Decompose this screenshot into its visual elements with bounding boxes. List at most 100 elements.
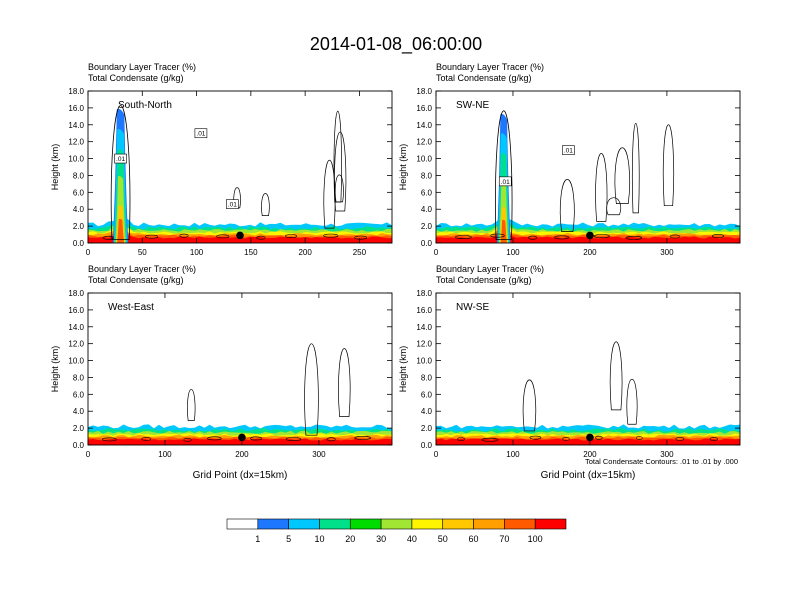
y-axis-label: Height (km): [50, 346, 60, 393]
colorbar-swatch: [319, 518, 351, 530]
colorbar-label: 100: [528, 534, 543, 544]
colorbar-swatch: [534, 518, 567, 530]
field-label: Total Condensate (g/kg): [88, 275, 184, 285]
plume-contour: [110, 105, 131, 241]
y-tick-label: 8.0: [421, 373, 433, 382]
condensate-contour: [457, 437, 465, 442]
plot-background: [88, 293, 392, 445]
x-tick-label: 0: [434, 248, 439, 257]
condensate-contour: [216, 234, 230, 239]
location-marker: [586, 433, 594, 442]
condensate-contour: [635, 436, 643, 441]
y-tick-label: 6.0: [421, 390, 433, 399]
x-tick-label: 50: [138, 248, 147, 257]
x-axis-label: Grid Point (dx=15km): [541, 470, 636, 481]
condensate-contour: [187, 389, 196, 421]
contour-label: .01: [564, 148, 573, 155]
x-tick-label: 100: [190, 248, 204, 257]
condensate-contour: [326, 437, 336, 442]
colorbar-label: 20: [345, 534, 355, 544]
y-tick-label: 16.0: [416, 306, 432, 315]
condensate-contour: [481, 437, 499, 442]
y-tick-label: 16.0: [416, 104, 432, 113]
y-tick-label: 12.0: [416, 138, 432, 147]
y-tick-label: 0.0: [73, 239, 85, 248]
colorbar-swatch: [504, 518, 536, 530]
condensate-contour: [334, 131, 347, 212]
y-tick-label: 4.0: [421, 205, 433, 214]
y-tick-label: 8.0: [73, 373, 85, 382]
colorbar-swatch: [257, 518, 289, 530]
field-label: Boundary Layer Tracer (%): [436, 62, 544, 72]
y-tick-label: 2.0: [421, 222, 433, 231]
condensate-contour: [183, 437, 192, 442]
colorbar: 1 5 10 20 30 40 50 60 70 100: [226, 518, 567, 544]
condensate-contour: [614, 147, 631, 204]
colorbar-label: 50: [438, 534, 448, 544]
x-tick-label: 0: [434, 450, 439, 459]
colorbar-label: 10: [314, 534, 324, 544]
condensate-contour: [338, 348, 351, 417]
panel-name: South-North: [118, 100, 172, 111]
footnote: Total Condensate Contours: .01 to .01 by…: [585, 457, 738, 466]
y-tick-label: 12.0: [68, 340, 84, 349]
condensate-contour: [528, 235, 538, 240]
condensate-contour: [631, 122, 640, 214]
condensate-contour: [606, 197, 622, 216]
x-tick-label: 200: [583, 450, 597, 459]
y-tick-label: 16.0: [68, 306, 84, 315]
figure-title: 2014-01-08_06:00:00: [310, 34, 482, 55]
y-tick-label: 0.0: [73, 441, 85, 450]
colorbar-label: 5: [286, 534, 291, 544]
y-tick-label: 4.0: [421, 407, 433, 416]
y-tick-label: 4.0: [73, 407, 85, 416]
condensate-contour: [285, 234, 298, 239]
condensate-contour: [595, 152, 608, 222]
colorbar-swatch: [380, 518, 413, 530]
panel-name: SW-NE: [456, 100, 489, 111]
panel-south-north: .01 .01 .01 0 50 100 150 200 250 0.0 2.0 4.0 6.0 8.0 1…: [50, 62, 393, 257]
y-tick-label: 12.0: [416, 340, 432, 349]
location-marker: [238, 433, 246, 442]
y-tick-label: 18.0: [416, 87, 432, 96]
condensate-contour: [179, 233, 189, 238]
contour-label: .01: [116, 156, 125, 163]
plot-frame: [435, 90, 741, 244]
condensate-contour: [285, 437, 302, 442]
x-tick-label: 100: [506, 450, 520, 459]
y-tick-label: 10.0: [68, 357, 84, 366]
condensate-contour: [334, 174, 344, 203]
y-tick-label: 6.0: [73, 188, 85, 197]
location-marker: [586, 231, 594, 240]
y-tick-label: 2.0: [73, 222, 85, 231]
colorbar-swatch: [442, 518, 474, 530]
y-tick-label: 4.0: [73, 205, 85, 214]
x-tick-label: 250: [353, 248, 367, 257]
colorbar-label: 30: [376, 534, 386, 544]
colorbar-swatch: [349, 518, 382, 530]
contour-label-box: [226, 199, 239, 209]
condensate-contour: [562, 436, 570, 441]
y-tick-label: 14.0: [68, 323, 84, 332]
contour-label-box: [114, 153, 127, 164]
colorbar-swatch: [288, 518, 320, 530]
condensate-contour: [323, 233, 339, 238]
field-label: Boundary Layer Tracer (%): [88, 62, 196, 72]
colorbar-swatch: [411, 518, 444, 530]
condensate-contour: [207, 436, 222, 441]
plot-frame: [87, 90, 393, 244]
condensate-contour: [256, 235, 266, 240]
plume-shading: [117, 218, 125, 243]
y-tick-label: 6.0: [421, 188, 433, 197]
condensate-contour: [261, 193, 270, 216]
colorbar-label: 1: [255, 534, 260, 544]
y-tick-label: 2.0: [73, 424, 85, 433]
condensate-contour: [354, 435, 371, 440]
contour-label: .01: [196, 131, 205, 138]
contour-label-box: [498, 176, 512, 187]
field-label: Total Condensate (g/kg): [88, 73, 184, 83]
field-label: Total Condensate (g/kg): [436, 275, 532, 285]
x-axis-label: Grid Point (dx=15km): [193, 470, 288, 481]
y-tick-label: 10.0: [416, 357, 432, 366]
location-marker: [236, 231, 244, 240]
